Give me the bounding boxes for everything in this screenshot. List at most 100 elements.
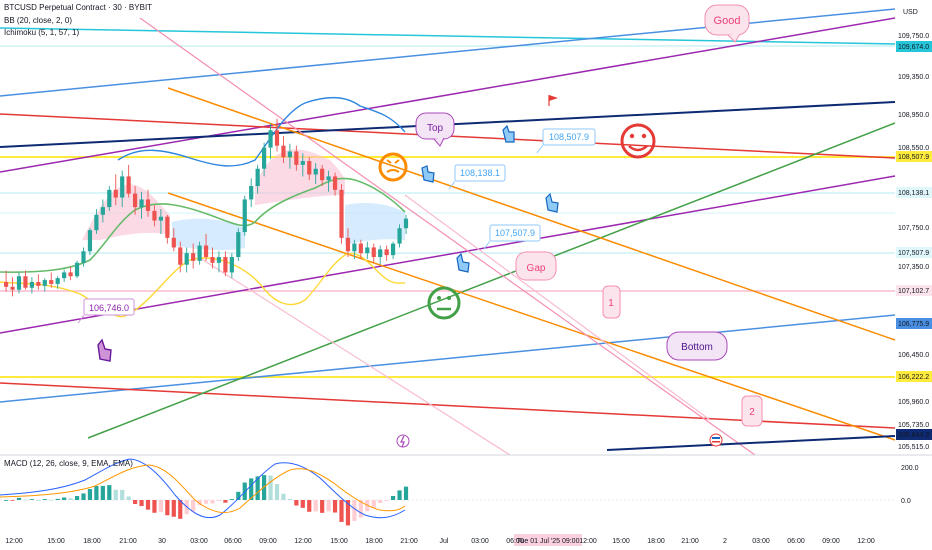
macd-histogram-bar	[326, 500, 331, 512]
indicator-macd[interactable]: MACD (12, 26, close, 9, EMA, EMA)	[4, 459, 133, 468]
candlestick-series	[4, 118, 409, 297]
top-label: Top	[427, 123, 444, 134]
wave-one-box	[602, 285, 621, 319]
price-tick: 106,450.0	[898, 352, 929, 359]
macd-histogram-bar	[126, 496, 131, 500]
macd-histogram-bar	[268, 475, 273, 500]
candle-body	[223, 257, 228, 273]
macd-tick: 0.0	[901, 498, 911, 505]
time-tick: 09:00	[259, 538, 277, 545]
time-tick: 09:00	[822, 538, 840, 545]
macd-histogram-bar	[378, 500, 383, 504]
price-tag-108507-text: 108,507.9	[898, 154, 929, 161]
macd-histogram-bar	[197, 500, 202, 506]
time-tick: 21:00	[119, 538, 137, 545]
price-axis: USD 109,750.0 109,350.0 108,950.0 108,55…	[896, 9, 932, 451]
macd-histogram-bar	[107, 485, 112, 500]
candle-body	[249, 186, 254, 200]
wave-one-label: 1	[608, 298, 614, 309]
price-tick: 105,515.0	[898, 444, 929, 451]
gap-callout	[515, 251, 557, 281]
candle-body	[120, 176, 125, 198]
lightning-event-icon	[396, 434, 410, 448]
bottom-label: Bottom	[681, 342, 713, 353]
macd-histogram-bar	[403, 486, 409, 500]
macd-histogram-bar	[236, 491, 241, 500]
time-tick: 06:00	[787, 538, 805, 545]
price-tick: 108,550.0	[898, 145, 929, 152]
macd-histogram-bar	[339, 500, 344, 522]
indicator-bb-label: BB (20, close, 2, 0)	[4, 16, 73, 25]
macd-histogram-bar	[81, 493, 86, 500]
candle-body	[16, 276, 22, 290]
surprised-face-icon	[378, 152, 408, 182]
price-tag-107102-text: 107,102.7	[898, 288, 929, 295]
macd-histogram-bar	[165, 500, 170, 516]
macd-histogram-bar	[42, 499, 47, 500]
macd-histogram-bar	[210, 500, 215, 504]
gap-label: Gap	[527, 263, 546, 274]
candle-body	[236, 232, 241, 258]
macd-histogram-bar	[358, 500, 363, 518]
candle-body	[294, 151, 299, 165]
candle-body	[229, 257, 234, 273]
currency-label: USD	[903, 9, 918, 16]
candle-body	[42, 280, 47, 286]
price-tag-106222	[896, 371, 932, 382]
candle-body	[274, 130, 280, 146]
time-tick: Jul	[440, 538, 449, 545]
macd-histogram-bar	[62, 497, 67, 500]
candle-body	[171, 237, 176, 248]
annotations: Good Top Gap Bottom 1 2 108,507.9 108,13…	[77, 4, 763, 448]
candle-body	[391, 243, 396, 256]
macd-histogram-bar	[74, 496, 80, 500]
candle-body	[345, 237, 351, 252]
callout-108138-text: 108,138.1	[460, 168, 500, 178]
candle-body	[152, 210, 157, 221]
candle-body	[332, 176, 338, 190]
candle-body	[352, 243, 357, 252]
macd-histogram-bar	[216, 500, 222, 502]
macd-histogram-bar	[94, 486, 99, 500]
price-tag-108138	[896, 187, 932, 198]
time-axis: 12:00 15:00 18:00 21:00 30 03:00 06:00 09:00 12:…	[5, 534, 875, 546]
macd-histogram-bar	[29, 499, 34, 500]
candle-body	[94, 214, 99, 231]
candle-body	[184, 253, 189, 265]
good-callout	[704, 4, 750, 36]
us-flag-event-icon	[709, 433, 723, 447]
ichimoku-baseline	[0, 177, 406, 273]
indicator-bb[interactable]: BB (20, close, 2, 0)	[4, 16, 72, 25]
time-tick: 15:00	[47, 538, 65, 545]
time-tick: 12:00	[294, 538, 312, 545]
candle-body	[339, 189, 344, 238]
macd-histogram-bar	[287, 498, 292, 500]
time-tick: 12:00	[579, 538, 597, 545]
crosshair-time-highlight	[514, 534, 582, 546]
macd-histogram-bar	[49, 499, 54, 501]
callout-107507	[489, 224, 541, 242]
candle-body	[62, 272, 67, 279]
pointing-hand-icon	[421, 165, 435, 183]
callout-106746	[83, 298, 135, 316]
macd-histogram-bar	[300, 500, 305, 508]
indicator-ichimoku[interactable]: Ichimoku (5, 1, 57, 1)	[4, 28, 79, 37]
candle-body	[365, 247, 370, 254]
candle-body	[307, 161, 312, 175]
candle-body	[281, 145, 286, 158]
time-tick: 21:00	[681, 538, 699, 545]
candle-body	[81, 251, 86, 263]
candle-body	[384, 249, 389, 256]
candle-body	[68, 272, 73, 277]
time-tick: 15:00	[330, 538, 348, 545]
macd-histogram-bar	[371, 500, 376, 509]
candle-body	[178, 247, 183, 265]
price-tick: 105,960.0	[898, 399, 929, 406]
pointing-hand-icon	[545, 192, 559, 213]
macd-pane: 200.0 0.0	[0, 458, 919, 526]
price-tag-109674-text: 109,674.0	[898, 44, 929, 51]
candle-body	[242, 199, 247, 233]
candle-body	[197, 245, 202, 261]
neutral-face-icon	[427, 286, 461, 320]
